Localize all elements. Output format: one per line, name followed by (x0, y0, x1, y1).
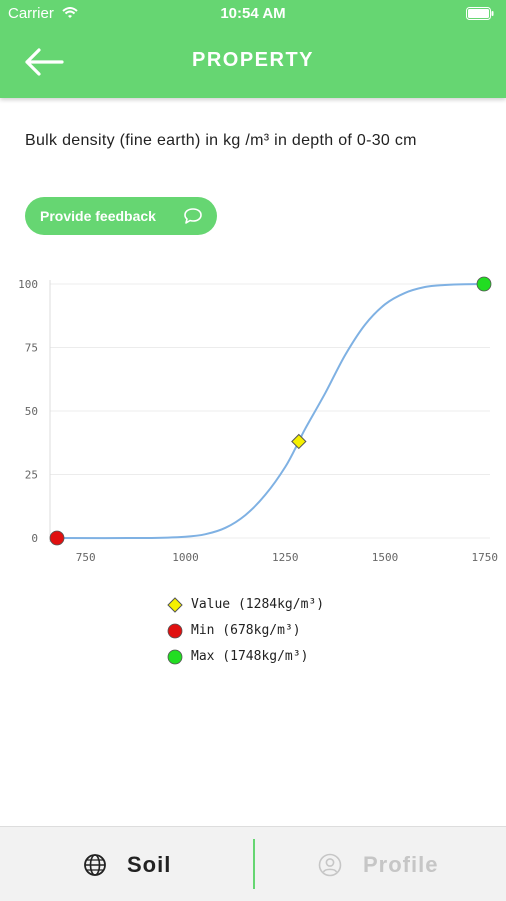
battery-icon (466, 7, 494, 24)
y-tick-label: 0 (31, 532, 38, 545)
provide-feedback-button[interactable]: Provide feedback (25, 197, 217, 235)
x-tick-label: 750 (76, 551, 96, 564)
y-tick-label: 50 (25, 405, 38, 418)
legend-label: Min (678kg/m³) (191, 623, 301, 638)
distribution-curve (56, 283, 485, 540)
status-time: 10:54 AM (220, 5, 286, 22)
feedback-button-label: Provide feedback (40, 208, 156, 224)
value-marker (291, 433, 307, 450)
legend-label: Max (1748kg/m³) (191, 649, 309, 664)
user-circle-icon (318, 853, 342, 882)
status-bar: Carrier 10:54 AM (0, 0, 506, 28)
tab-bar: Soil Profile (0, 826, 506, 901)
x-tick-label: 1250 (272, 551, 299, 564)
tab-profile[interactable]: Profile (254, 827, 506, 901)
globe-icon (83, 853, 107, 882)
tab-soil-label: Soil (127, 852, 172, 877)
tab-profile-label: Profile (363, 852, 439, 877)
y-tick-label: 100 (18, 278, 38, 291)
y-tick-label: 75 (25, 342, 38, 355)
back-arrow-icon (25, 48, 64, 76)
app-header: Carrier 10:54 AM PROPERTY (0, 0, 506, 98)
carrier-label: Carrier (8, 5, 54, 22)
legend-marker (166, 622, 184, 644)
legend-marker (166, 648, 184, 670)
x-tick-label: 1750 (472, 551, 499, 564)
x-tick-label: 1000 (172, 551, 199, 564)
max-marker (476, 276, 492, 292)
chat-bubble-icon (183, 207, 203, 228)
y-tick-label: 25 (25, 469, 38, 482)
min-marker (49, 530, 65, 546)
bulk-density-chart: 0 25 50 75 100 750 1000 1250 1500 1750 (18, 276, 499, 564)
property-description: Bulk density (fine earth) in kg /m³ in d… (25, 132, 417, 149)
tab-soil[interactable]: Soil (0, 827, 252, 901)
page-title: PROPERTY (191, 49, 315, 71)
x-tick-label: 1500 (372, 551, 399, 564)
legend-marker (166, 596, 184, 618)
legend-label: Value (1284kg/m³) (191, 597, 325, 612)
wifi-icon (62, 6, 78, 23)
back-button[interactable] (22, 44, 66, 80)
tab-divider (253, 839, 255, 889)
